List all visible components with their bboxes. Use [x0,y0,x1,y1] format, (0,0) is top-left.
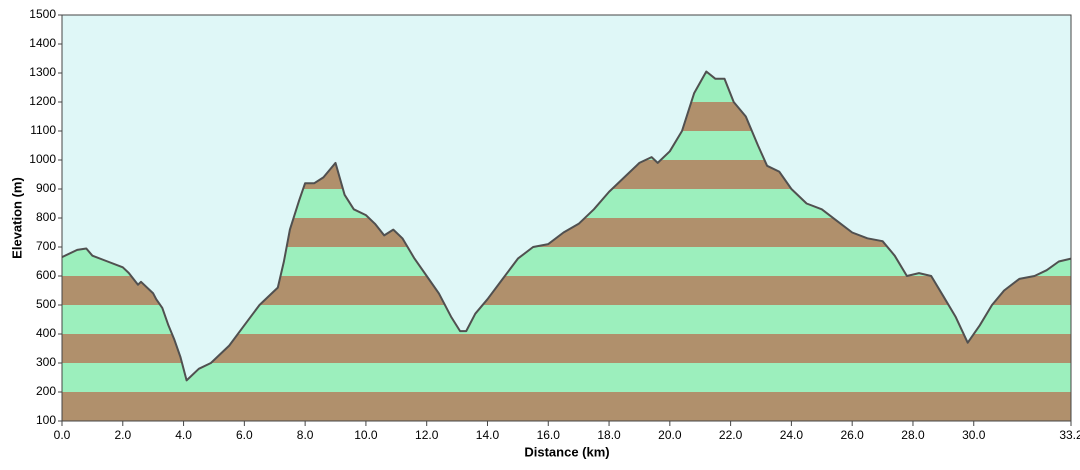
x-tick-label: 0.0 [54,428,71,442]
y-tick-label: 400 [36,326,56,340]
x-tick-label: 28.0 [901,428,925,442]
y-tick-label: 900 [36,181,56,195]
y-tick-label: 1000 [29,152,56,166]
elevation-band [62,363,1071,392]
x-tick-label: 8.0 [297,428,314,442]
x-tick-label: 18.0 [597,428,621,442]
y-tick-label: 1400 [29,36,56,50]
y-tick-label: 200 [36,384,56,398]
elevation-band [62,392,1071,421]
y-tick-label: 1100 [30,123,56,137]
x-tick-label: 26.0 [841,428,865,442]
x-tick-label: 30.0 [962,428,986,442]
y-tick-label: 600 [36,268,56,282]
y-axis-title: Elevation (m) [9,177,24,259]
y-tick-label: 100 [36,413,56,427]
y-tick-label: 1300 [29,65,56,79]
y-tick-label: 700 [36,239,56,253]
y-tick-label: 300 [36,355,56,369]
x-tick-label: 22.0 [719,428,743,442]
x-tick-label: 24.0 [780,428,804,442]
x-axis-title: Distance (km) [524,444,609,459]
x-tick-label: 10.0 [354,428,378,442]
x-tick-label: 14.0 [476,428,500,442]
x-tick-label: 2.0 [114,428,131,442]
x-tick-label: 12.0 [415,428,439,442]
y-tick-label: 800 [36,210,56,224]
x-tick-label: 20.0 [658,428,682,442]
elevation-line [61,70,1072,382]
y-tick-label: 1500 [29,7,56,21]
x-tick-label: 4.0 [175,428,192,442]
x-tick-label: 16.0 [537,428,561,442]
x-tick-label: 33.2 [1059,428,1080,442]
y-tick-label: 1200 [29,94,56,108]
y-tick-label: 500 [36,297,56,311]
x-tick-label: 6.0 [236,428,253,442]
